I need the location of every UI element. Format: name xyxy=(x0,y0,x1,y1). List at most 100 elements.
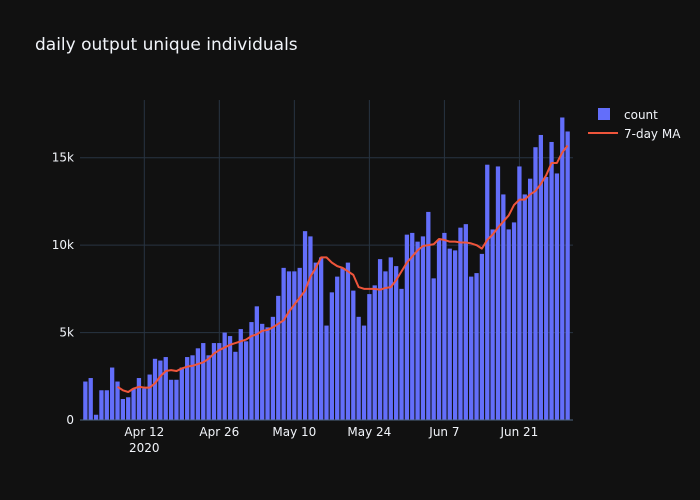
bar-count[interactable] xyxy=(158,360,163,420)
x-tick-label: Apr 26 xyxy=(199,425,239,439)
bar-count[interactable] xyxy=(560,117,565,421)
bar-count[interactable] xyxy=(281,267,286,420)
bar-count[interactable] xyxy=(554,173,560,420)
bar-count[interactable] xyxy=(313,262,318,420)
bar-count[interactable] xyxy=(420,236,426,420)
bar-count[interactable] xyxy=(249,322,254,420)
bar-count[interactable] xyxy=(297,267,302,420)
bar-count[interactable] xyxy=(217,343,222,420)
legend-label-count[interactable]: count xyxy=(624,108,658,122)
bar-count[interactable] xyxy=(399,288,404,420)
bar-count[interactable] xyxy=(83,381,88,420)
bar-count[interactable] xyxy=(93,414,99,420)
bar-count[interactable] xyxy=(383,271,388,420)
bar-count[interactable] xyxy=(458,227,463,420)
bar-count[interactable] xyxy=(99,390,104,420)
bar-count[interactable] xyxy=(163,357,168,420)
bar-count[interactable] xyxy=(131,388,136,420)
bar-count[interactable] xyxy=(549,141,554,420)
bar-count[interactable] xyxy=(351,290,356,420)
bar-count[interactable] xyxy=(431,278,436,420)
x-tick-label: May 24 xyxy=(347,425,391,439)
bar-count[interactable] xyxy=(185,357,190,420)
bar-count[interactable] xyxy=(538,134,543,420)
bar-count[interactable] xyxy=(469,276,474,420)
bar-count[interactable] xyxy=(544,176,549,420)
bar-count[interactable] xyxy=(506,229,511,420)
bar-count[interactable] xyxy=(452,250,458,420)
bar-count[interactable] xyxy=(115,381,120,420)
bar-count[interactable] xyxy=(265,327,270,420)
bar-count[interactable] xyxy=(361,325,367,420)
bar-count[interactable] xyxy=(110,367,115,420)
bars-layer xyxy=(83,117,570,421)
bar-count[interactable] xyxy=(479,253,485,420)
bar-count[interactable] xyxy=(324,325,329,420)
bar-count[interactable] xyxy=(104,390,109,420)
bar-count[interactable] xyxy=(415,241,420,420)
bar-count[interactable] xyxy=(227,336,233,420)
bar-count[interactable] xyxy=(345,262,351,420)
bar-count[interactable] xyxy=(410,232,415,420)
bar-count[interactable] xyxy=(565,131,570,421)
bar-count[interactable] xyxy=(126,397,131,420)
bar-count[interactable] xyxy=(426,211,431,420)
bar-count[interactable] xyxy=(372,285,377,420)
bar-count[interactable] xyxy=(501,194,506,420)
bar-count[interactable] xyxy=(463,224,468,420)
line-7-day-ma[interactable] xyxy=(116,144,569,394)
bar-count[interactable] xyxy=(340,267,345,420)
bar-count[interactable] xyxy=(302,231,308,420)
bar-count[interactable] xyxy=(147,374,152,420)
bar-count[interactable] xyxy=(120,399,126,420)
bar-count[interactable] xyxy=(404,234,410,420)
bar-count[interactable] xyxy=(442,232,447,420)
bar-count[interactable] xyxy=(195,348,201,420)
bar-count[interactable] xyxy=(142,388,147,420)
bar-count[interactable] xyxy=(201,343,206,420)
bar-count[interactable] xyxy=(495,166,501,420)
bar-count[interactable] xyxy=(527,178,533,420)
bar-count[interactable] xyxy=(292,271,297,420)
bar-count[interactable] xyxy=(533,147,538,420)
line-layer xyxy=(116,144,569,394)
legend-label-7-day-ma[interactable]: 7-day MA xyxy=(624,127,681,141)
bar-count[interactable] xyxy=(174,379,179,420)
bar-count[interactable] xyxy=(485,164,490,420)
bar-count[interactable] xyxy=(270,316,276,420)
bar-count[interactable] xyxy=(490,229,495,420)
bar-count[interactable] xyxy=(367,294,372,420)
legend[interactable]: count 7-day MA xyxy=(588,108,681,141)
bar-count[interactable] xyxy=(222,332,227,420)
legend-swatch-count[interactable] xyxy=(598,108,610,120)
bar-count[interactable] xyxy=(308,236,313,420)
bar-count[interactable] xyxy=(260,323,265,420)
bar-count[interactable] xyxy=(436,239,442,420)
bar-count[interactable] xyxy=(276,295,281,420)
bar-count[interactable] xyxy=(233,351,238,420)
bar-count[interactable] xyxy=(517,166,522,420)
bar-count[interactable] xyxy=(329,292,335,420)
bar-count[interactable] xyxy=(206,355,211,420)
bar-count[interactable] xyxy=(394,266,399,420)
bar-count[interactable] xyxy=(152,358,158,420)
bar-count[interactable] xyxy=(88,378,93,420)
bar-count[interactable] xyxy=(243,341,249,420)
bar-count[interactable] xyxy=(286,271,292,420)
bar-count[interactable] xyxy=(168,379,174,420)
bar-count[interactable] xyxy=(522,194,527,420)
bar-count[interactable] xyxy=(190,355,195,420)
bar-count[interactable] xyxy=(211,343,217,420)
bar-count[interactable] xyxy=(388,257,393,420)
bar-count[interactable] xyxy=(447,248,452,420)
bar-count[interactable] xyxy=(356,316,361,420)
bar-count[interactable] xyxy=(377,259,383,420)
bar-count[interactable] xyxy=(136,378,142,420)
bar-count[interactable] xyxy=(254,306,259,420)
bar-count[interactable] xyxy=(319,257,324,420)
bar-count[interactable] xyxy=(335,276,340,420)
bar-count[interactable] xyxy=(474,273,479,420)
bar-count[interactable] xyxy=(238,329,243,420)
bar-count[interactable] xyxy=(179,367,184,420)
bar-count[interactable] xyxy=(511,222,517,420)
